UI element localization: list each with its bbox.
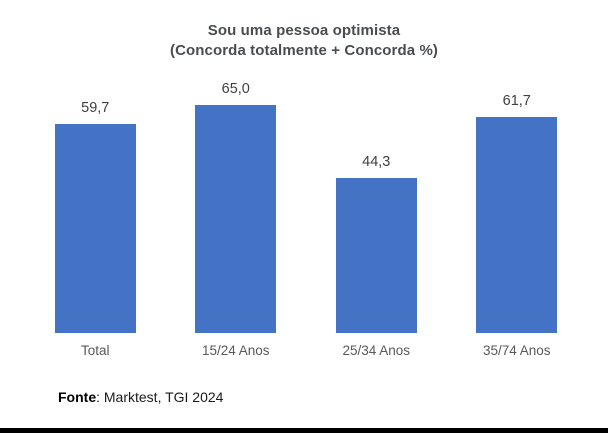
bar-3 <box>476 117 558 333</box>
bar-1 <box>195 105 277 333</box>
chart-column-0: 59,7 Total <box>25 59 166 359</box>
chart-column-3: 61,7 35/74 Anos <box>447 59 588 359</box>
category-label: 25/34 Anos <box>342 343 411 358</box>
bar-2 <box>335 178 417 333</box>
chart-title: Sou uma pessoa optimista (Concorda total… <box>0 21 608 61</box>
bar-chart: 59,7 Total 65,0 15/24 Anos 44,3 25/34 Anos 61,… <box>25 59 587 359</box>
source-note-text: : Marktest, TGI 2024 <box>96 389 224 405</box>
chart-title-line2: (Concorda totalmente + Concorda %) <box>169 42 438 59</box>
chart-column-2: 44,3 25/34 Anos <box>306 59 447 359</box>
bottom-black-divider <box>0 428 608 433</box>
source-note-prefix: Fonte <box>58 389 97 405</box>
chart-column-1: 65,0 15/24 Anos <box>166 59 307 359</box>
bar-value-label: 61,7 <box>502 93 531 109</box>
chart-title-line1: Sou uma pessoa optimista <box>207 22 401 39</box>
bar-value-label: 65,0 <box>221 81 250 97</box>
category-label: 15/24 Anos <box>201 343 270 358</box>
category-label: Total <box>80 343 110 358</box>
category-label: 35/74 Anos <box>482 343 551 358</box>
bar-value-label: 44,3 <box>362 154 391 170</box>
bar-0 <box>54 124 136 333</box>
bar-value-label: 59,7 <box>81 100 110 116</box>
source-note: Fonte: Marktest, TGI 2024 <box>58 389 223 405</box>
